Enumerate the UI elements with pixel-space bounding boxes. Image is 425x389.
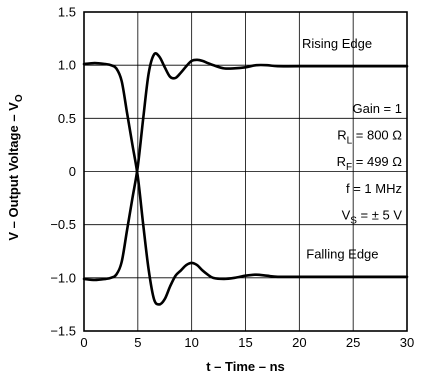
series-label-rising-edge: Rising Edge bbox=[302, 36, 372, 51]
x-axis-title: t – Time – ns bbox=[206, 359, 285, 374]
x-tick-label: 0 bbox=[80, 335, 87, 350]
y-tick-label: 1.0 bbox=[58, 58, 76, 73]
y-tick-label: −0.5 bbox=[50, 217, 76, 232]
y-axis-title-main: V – Output Voltage – V bbox=[6, 102, 21, 241]
grid bbox=[84, 12, 407, 331]
x-tick-label: 30 bbox=[400, 335, 414, 350]
annotation-line: f = 1 MHz bbox=[346, 181, 402, 196]
series-line-rising-edge bbox=[82, 52, 409, 282]
tick-labels: 0 5 10 15 20 25 30 1.5 1.0 0.5 0 −0.5 −1.0 −1.5 bbox=[50, 5, 414, 351]
x-tick-label: 10 bbox=[184, 335, 198, 350]
series-curves bbox=[82, 52, 409, 306]
x-tick-label: 20 bbox=[292, 335, 306, 350]
y-axis-title-subscript: O bbox=[14, 94, 25, 102]
y-tick-label: 0 bbox=[69, 164, 76, 179]
y-tick-label: 0.5 bbox=[58, 111, 76, 126]
plot-frame bbox=[83, 11, 408, 332]
x-tick-label: 15 bbox=[238, 335, 252, 350]
y-tick-label: −1.0 bbox=[50, 270, 76, 285]
y-axis-title: V – Output Voltage – VO bbox=[6, 94, 25, 240]
annotation-line: VS = ± 5 V bbox=[342, 207, 403, 226]
y-tick-label: 1.5 bbox=[58, 5, 76, 20]
series-line-falling-edge bbox=[82, 61, 409, 306]
test-conditions-annotation: Gain = 1 RL = 800 Ω RF = 499 Ω f = 1 MHz VS … bbox=[337, 101, 403, 226]
annotation-line: RL = 800 Ω bbox=[337, 128, 402, 147]
x-tick-label: 25 bbox=[346, 335, 360, 350]
x-tick-label: 5 bbox=[134, 335, 141, 350]
annotation-line: Gain = 1 bbox=[352, 101, 402, 116]
series-label-falling-edge: Falling Edge bbox=[306, 247, 378, 262]
annotation-line: RF = 499 Ω bbox=[337, 154, 403, 173]
y-tick-label: −1.5 bbox=[50, 324, 76, 339]
